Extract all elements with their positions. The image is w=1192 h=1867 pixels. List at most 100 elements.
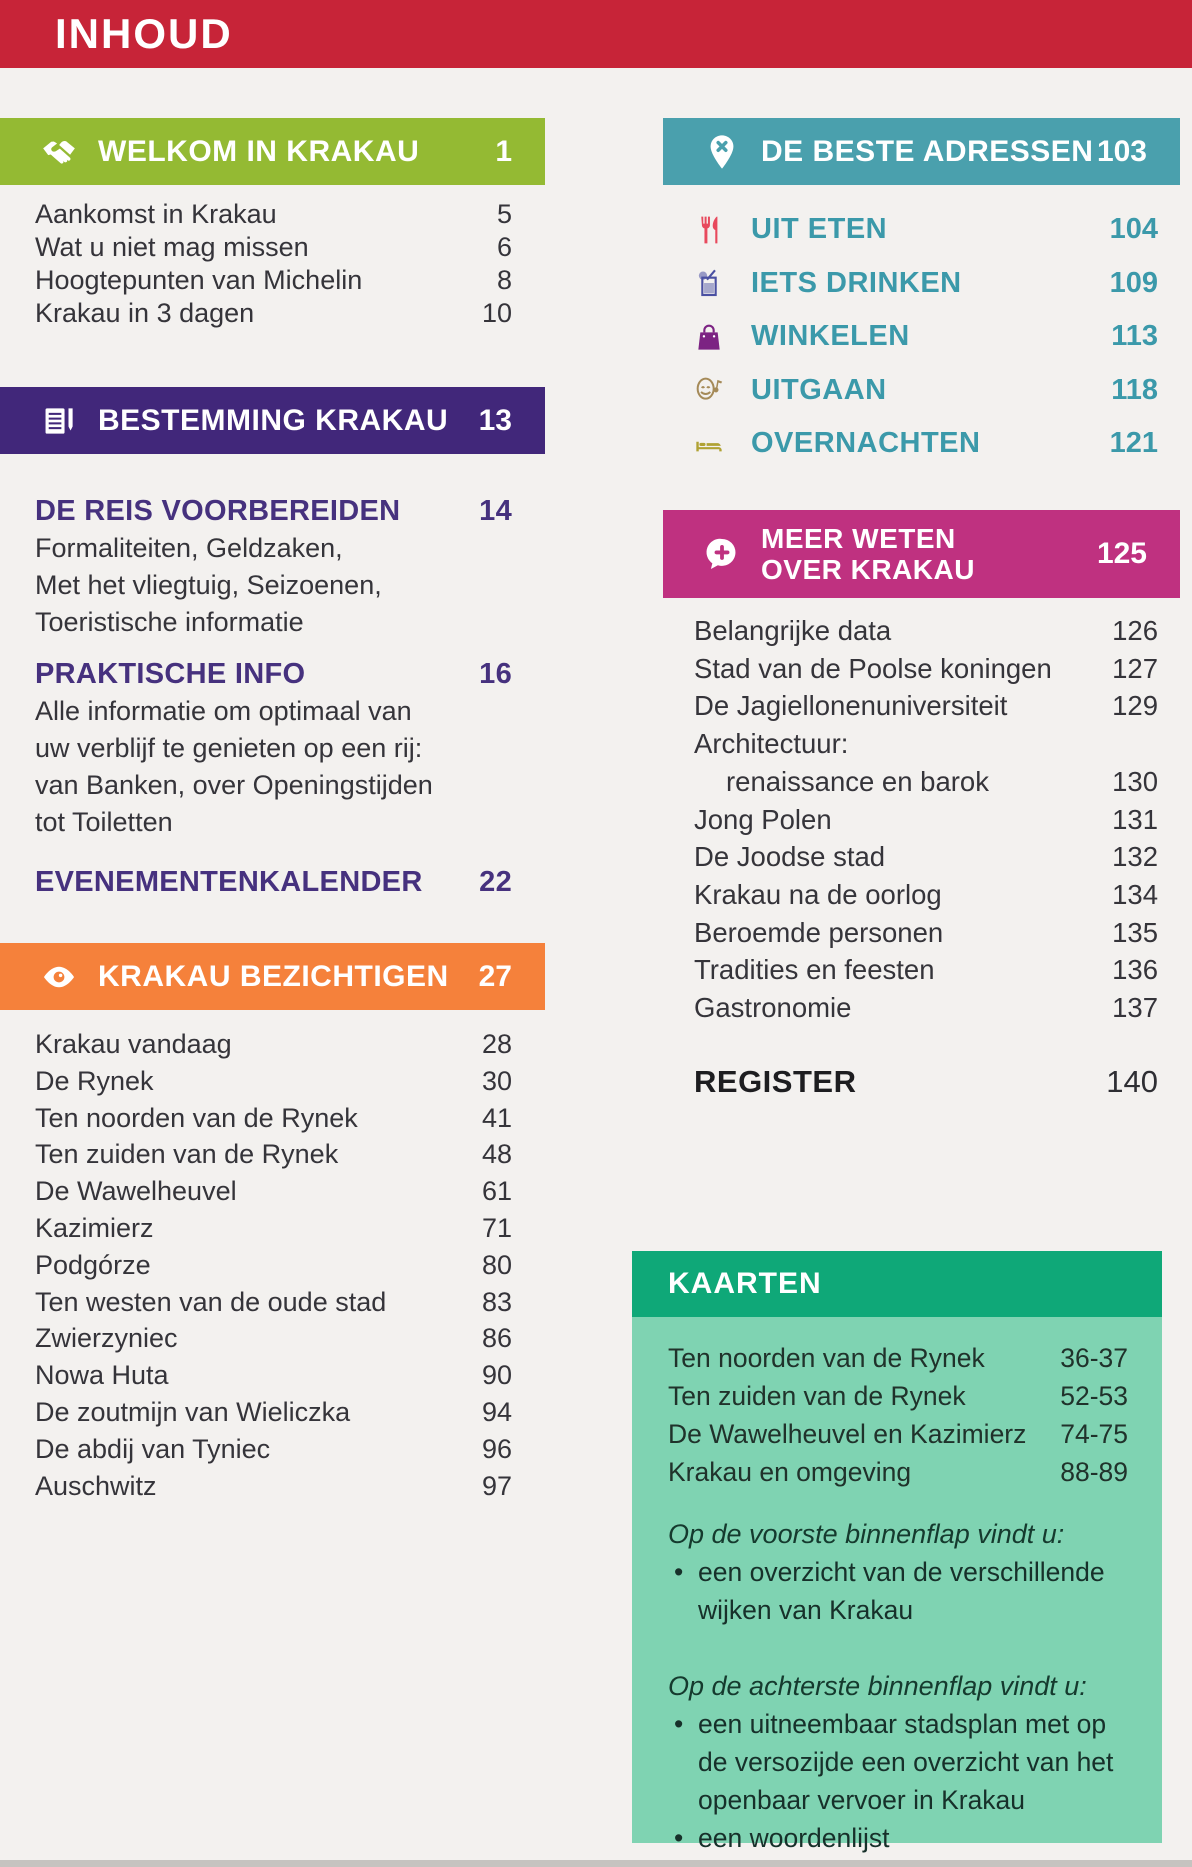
kaarten-note-heading: Op de voorste binnenflap vindt u: xyxy=(668,1519,1065,1549)
toc-entry-label: De zoutmijn van Wieliczka xyxy=(35,1396,351,1427)
register-page: 140 xyxy=(1106,1064,1158,1099)
section-header-label: WELKOM IN KRAKAU xyxy=(98,134,420,168)
toc-row: Aankomst in Krakau 5 xyxy=(35,198,512,231)
toc-entry-page: 48 xyxy=(481,1139,512,1170)
left-column: WELKOM IN KRAKAU 1 Aankomst in Krakau 5 Wa… xyxy=(0,0,545,1867)
subsection-page: 16 xyxy=(479,658,512,690)
toc-row: Ten zuiden van de Rynek 52-53 xyxy=(668,1377,1128,1415)
section-header-bestemming: BESTEMMING KRAKAU 13 xyxy=(0,387,545,454)
toc-entry-page: 127 xyxy=(1112,652,1158,684)
toc-entry-label: Krakau na de oorlog xyxy=(694,878,942,910)
subsection-title: DE REIS VOORBEREIDEN xyxy=(35,495,401,527)
toc-row: De Rynek 30 xyxy=(35,1063,512,1100)
toc-entry-label: renaissance en barok xyxy=(726,765,989,797)
toc-entry-page: 80 xyxy=(481,1249,512,1280)
kaarten-item-list: Ten noorden van de Rynek 36-37 Ten zuiden … xyxy=(668,1339,1128,1491)
section-header-page: 13 xyxy=(478,403,512,437)
kaarten-note-bullet: een uitneembaar stadsplan met op de vers… xyxy=(668,1705,1128,1819)
kaarten-note-bullet: een overzicht van de verschillende wijke… xyxy=(668,1553,1128,1629)
kaarten-note-heading: Op de achterste binnenflap vindt u: xyxy=(668,1671,1087,1701)
toc-row: Zwierzyniec 86 xyxy=(35,1320,512,1357)
adressen-page: 104 xyxy=(1109,213,1158,246)
toc-entry-label: Hoogtepunten van Michelin xyxy=(35,265,363,295)
toc-entry-page: 96 xyxy=(481,1433,512,1464)
subsection-title-row: PRAKTISCHE INFO 16 xyxy=(35,655,512,693)
toc-entry-label: De Rynek xyxy=(35,1065,154,1096)
adressen-label: OVERNACHTEN xyxy=(751,427,981,460)
toc-entry-page: 10 xyxy=(481,298,512,328)
toc-entry-page: 97 xyxy=(481,1470,512,1501)
toc-entry-page: 126 xyxy=(1112,615,1158,646)
toc-row: Podgórze 80 xyxy=(35,1247,512,1284)
toc-entry-page: 41 xyxy=(481,1102,512,1133)
section-header-page: 1 xyxy=(495,134,512,168)
subsection-title-row: EVENEMENTENKALENDER 22 xyxy=(35,863,512,901)
adressen-row: UIT ETEN 104 xyxy=(663,203,1180,257)
toc-row: Beroemde personen 135 xyxy=(694,914,1158,952)
scan-edge-shadow xyxy=(0,1860,1192,1867)
adressen-page: 113 xyxy=(1111,320,1158,353)
adressen-item-list: UIT ETEN 104 IETS DRINKEN 109 WINKELEN 113 UIT… xyxy=(663,203,1180,471)
toc-entry-label: Belangrijke data xyxy=(694,615,892,646)
section-header-label: KRAKAU BEZICHTIGEN xyxy=(98,959,449,993)
toc-entry-page: 83 xyxy=(481,1286,512,1317)
register-label: REGISTER xyxy=(694,1064,857,1099)
section-header-label-line: OVER KRAKAU xyxy=(761,554,975,585)
toc-row: Nowa Huta 90 xyxy=(35,1357,512,1394)
cocktail-icon xyxy=(693,267,725,299)
section-header-page: 125 xyxy=(1096,537,1147,570)
toc-row: Krakau in 3 dagen 10 xyxy=(35,297,512,330)
toc-entry-label: De abdij van Tyniec xyxy=(35,1433,271,1464)
toc-entry-label: Nowa Huta xyxy=(35,1360,169,1391)
subsection-description-line: Toeristische informatie xyxy=(35,607,304,637)
shopping-bag-icon xyxy=(693,321,725,353)
toc-entry-page: 5 xyxy=(496,199,512,229)
adressen-row: OVERNACHTEN 121 xyxy=(663,417,1180,471)
toc-entry-label: Architectuur: xyxy=(694,728,849,760)
adressen-label: UIT ETEN xyxy=(751,213,888,246)
toc-entry-label: Krakau vandaag xyxy=(35,1029,232,1059)
kaarten-body: Ten noorden van de Rynek 36-37 Ten zuiden … xyxy=(632,1317,1162,1857)
toc-row: De Joodse stad 132 xyxy=(694,838,1158,876)
toc-entry-label: De Jagiellonenuniversiteit xyxy=(694,690,1008,722)
adressen-page: 109 xyxy=(1109,266,1158,299)
adressen-page: 121 xyxy=(1109,427,1158,460)
section-header-welkom: WELKOM IN KRAKAU 1 xyxy=(0,118,545,185)
section-header-page: 103 xyxy=(1096,134,1147,168)
toc-entry-label: De Wawelheuvel xyxy=(35,1176,237,1207)
section-header-label: DE BESTE ADRESSEN xyxy=(761,134,1094,168)
subsection-title-row: DE REIS VOORBEREIDEN 14 xyxy=(35,492,512,530)
toc-entry-label: Zwierzyniec xyxy=(35,1323,178,1354)
toc-entry-label: Auschwitz xyxy=(35,1470,157,1501)
toc-entry-page: 130 xyxy=(1112,765,1158,797)
adressen-row: IETS DRINKEN 109 xyxy=(663,257,1180,311)
speech-bubble-plus-icon xyxy=(699,535,745,573)
section-header-page: 27 xyxy=(478,959,512,993)
handshake-icon xyxy=(36,133,82,171)
toc-row: Krakau vandaag 28 xyxy=(35,1026,512,1063)
subsection-description-line: Alle informatie om optimaal van xyxy=(35,696,412,726)
toc-row: Wat u niet mag missen 6 xyxy=(35,231,512,264)
toc-entry-page: 134 xyxy=(1112,878,1158,910)
page-header-banner: INHOUD xyxy=(0,0,1192,68)
toc-entry-label: Kazimierz xyxy=(35,1212,154,1243)
toc-entry-page: 71 xyxy=(481,1212,512,1243)
subsection-description-line: Formaliteiten, Geldzaken, xyxy=(35,533,343,563)
toc-entry-page: 8 xyxy=(496,265,512,295)
adressen-label: IETS DRINKEN xyxy=(751,266,962,299)
toc-entry-page: 30 xyxy=(481,1065,512,1096)
bezichtigen-item-list: Krakau vandaag 28 De Rynek 30 Ten noorden va… xyxy=(0,1026,545,1504)
toc-row: Architectuur: xyxy=(694,725,1158,763)
kaarten-note-bullet: een woordenlijst xyxy=(668,1819,1128,1857)
map-entry-label: Ten zuiden van de Rynek xyxy=(668,1381,966,1411)
toc-row: Belangrijke data 126 xyxy=(694,612,1158,650)
toc-entry-label: Podgórze xyxy=(35,1249,151,1280)
toc-entry-page: 135 xyxy=(1112,916,1158,948)
section-header-bezichtigen: KRAKAU BEZICHTIGEN 27 xyxy=(0,943,545,1010)
subsection-page: 22 xyxy=(479,866,512,898)
toc-entry-label: Aankomst in Krakau xyxy=(35,199,277,229)
map-entry-label: De Wawelheuvel en Kazimierz xyxy=(668,1419,1027,1449)
toc-row: Auschwitz 97 xyxy=(35,1468,512,1505)
toc-entry-label: Krakau in 3 dagen xyxy=(35,298,255,328)
kaarten-title: KAARTEN xyxy=(668,1267,822,1300)
